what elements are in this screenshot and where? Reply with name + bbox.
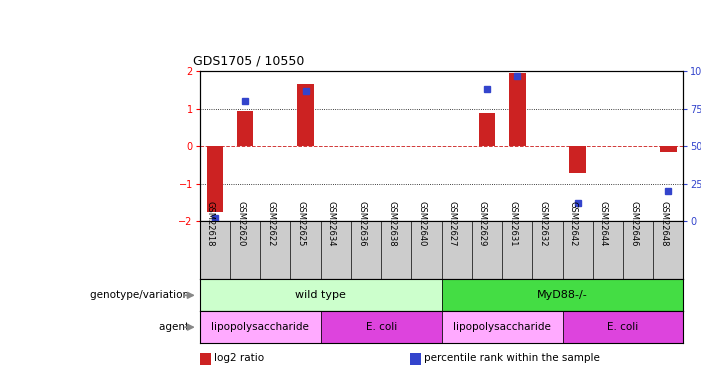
Text: log2 ratio: log2 ratio [214,353,264,363]
Text: GSM22627: GSM22627 [448,201,457,247]
Bar [200,279,442,311]
Text: E. coli: E. coli [607,322,639,332]
Text: GSM22646: GSM22646 [629,201,638,247]
Text: agent: agent [159,322,193,332]
Bar [237,111,254,146]
Text: GSM22631: GSM22631 [508,201,517,247]
Bar [660,146,676,152]
Bar [569,146,586,173]
Text: wild type: wild type [295,290,346,300]
Text: E. coli: E. coli [365,322,397,332]
Text: GDS1705 / 10550: GDS1705 / 10550 [193,54,304,68]
Bar [297,84,314,146]
Text: GSM22632: GSM22632 [538,201,547,247]
Bar [562,311,683,343]
Text: GSM22640: GSM22640 [418,201,426,247]
Text: lipopolysaccharide: lipopolysaccharide [211,322,309,332]
Bar [207,146,223,212]
Bar [479,113,496,146]
Text: GSM22622: GSM22622 [266,201,275,247]
Text: GSM22644: GSM22644 [599,201,608,247]
Bar [509,73,526,146]
Text: genotype/variation: genotype/variation [90,290,193,300]
Text: MyD88-/-: MyD88-/- [537,290,588,300]
Text: GSM22634: GSM22634 [327,201,336,247]
Text: GSM22648: GSM22648 [660,201,668,247]
Text: GSM22642: GSM22642 [569,201,578,247]
Text: GSM22620: GSM22620 [236,201,245,247]
Text: percentile rank within the sample: percentile rank within the sample [424,353,600,363]
Text: GSM22629: GSM22629 [478,201,487,247]
Text: GSM22618: GSM22618 [206,201,215,247]
Bar [442,311,562,343]
Text: GSM22636: GSM22636 [357,201,366,247]
Text: GSM22625: GSM22625 [297,201,306,247]
Text: lipopolysaccharide: lipopolysaccharide [453,322,551,332]
Bar [320,311,442,343]
Bar [200,311,320,343]
Text: GSM22638: GSM22638 [387,201,396,247]
Bar [442,279,683,311]
